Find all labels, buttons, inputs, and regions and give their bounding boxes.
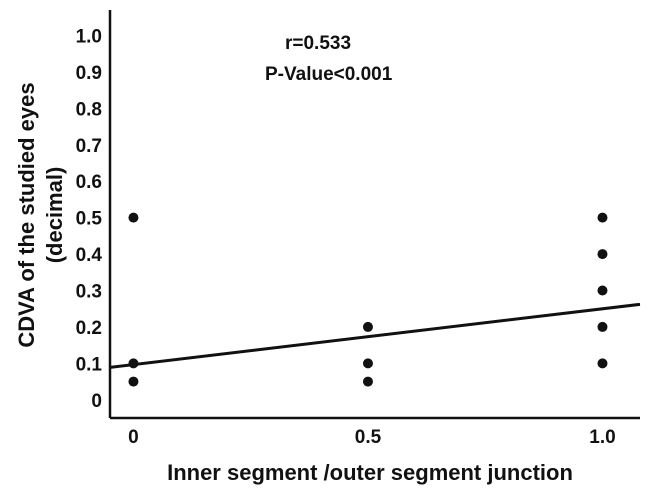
annotation-p-value: P-Value<0.001	[265, 64, 393, 85]
regression-line	[109, 302, 641, 369]
annotation-r: r=0.533	[285, 33, 351, 54]
data-point	[362, 358, 373, 369]
data-point	[128, 358, 139, 369]
y-tick-label: 0.7	[76, 136, 102, 157]
axes	[108, 10, 640, 420]
data-point	[128, 212, 139, 223]
y-axis-title-line-1: CDVA of the studied eyes	[14, 82, 39, 347]
x-axis-title: Inner segment /outer segment junction	[167, 460, 573, 485]
data-point	[128, 376, 139, 387]
y-tick-label: 0	[91, 391, 102, 412]
x-tick-label: 0.5	[355, 427, 382, 448]
data-point	[362, 321, 373, 332]
y-tick-label: 0.8	[76, 99, 102, 120]
data-point	[597, 285, 608, 296]
y-tick-label: 0.3	[76, 282, 102, 303]
y-axis-title: CDVA of the studied eyes (decimal)	[14, 82, 67, 347]
x-tick-label: 1.0	[589, 427, 615, 448]
x-tick-labels: 0 0.5 1.0	[128, 427, 616, 448]
data-point	[597, 321, 608, 332]
data-point	[597, 249, 608, 260]
data-point	[597, 212, 608, 223]
y-tick-label: 1.0	[76, 27, 102, 48]
data-point	[362, 376, 373, 387]
y-tick-labels: 0 0.1 0.2 0.3 0.4 0.5 0.6 0.7 0.8 0.9 1.0	[76, 27, 103, 412]
fit-line	[109, 302, 641, 369]
y-tick-label: 0.2	[76, 318, 102, 339]
y-tick-label: 0.4	[76, 245, 103, 266]
y-tick-label: 0.5	[76, 209, 103, 230]
x-tick-label: 0	[128, 427, 139, 448]
y-tick-label: 0.1	[76, 354, 103, 375]
y-axis-title-line-2: (decimal)	[42, 167, 67, 264]
data-point	[597, 358, 608, 369]
y-tick-label: 0.9	[76, 63, 102, 84]
data-points	[128, 212, 608, 387]
y-tick-label: 0.6	[76, 172, 102, 193]
